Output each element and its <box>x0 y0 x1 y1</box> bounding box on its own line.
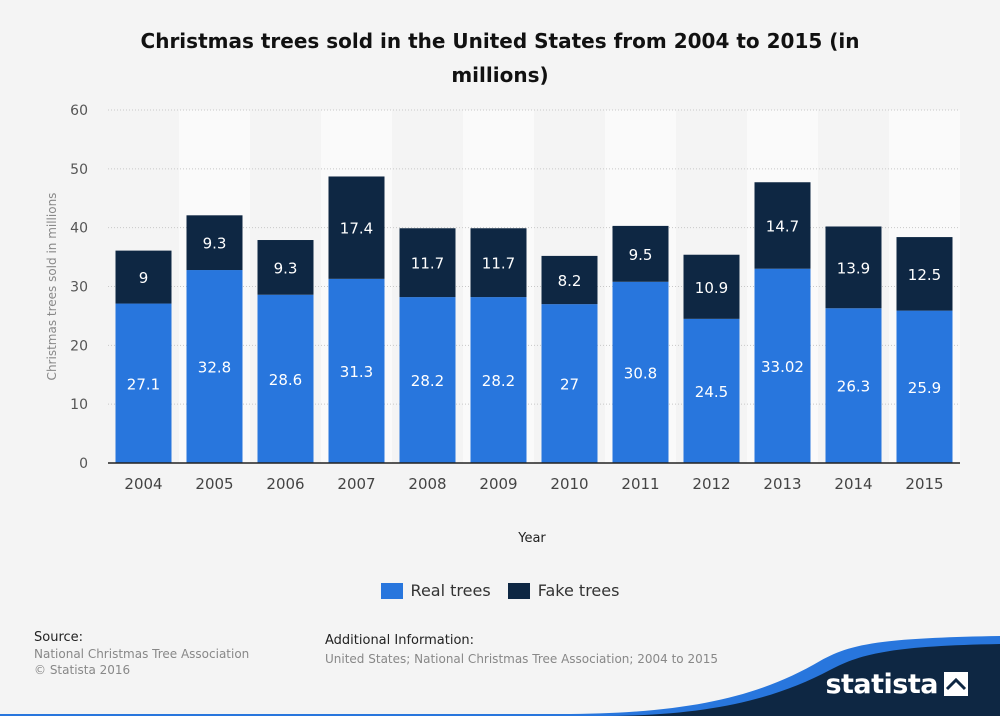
data-label: 11.7 <box>411 255 444 273</box>
bar-fake-trees-2005[interactable] <box>186 215 243 271</box>
chart-title: Christmas trees sold in the United State… <box>140 29 860 87</box>
y-tick-label: 40 <box>70 221 88 237</box>
y-tick-label: 10 <box>70 397 88 413</box>
y-tick-label: 30 <box>70 280 88 296</box>
data-label: 27 <box>560 376 579 394</box>
data-label: 13.9 <box>837 259 870 277</box>
bar-real-trees-2007[interactable] <box>328 278 385 463</box>
data-label: 30.8 <box>624 364 657 382</box>
data-label: 14.7 <box>766 217 799 235</box>
source-heading: Source: <box>34 630 84 645</box>
y-axis-label: Christmas trees sold in millions <box>45 193 59 381</box>
legend-item-real-trees[interactable]: Real trees <box>380 581 491 600</box>
bar-real-trees-2009[interactable] <box>470 297 527 463</box>
statista-logo-icon <box>944 672 968 696</box>
x-tick-label: 2009 <box>479 475 517 493</box>
x-tick-label: 2012 <box>692 475 730 493</box>
brand-band <box>0 636 1000 716</box>
data-label: 32.8 <box>198 359 231 377</box>
x-axis-label: Year <box>517 531 546 546</box>
x-tick-label: 2004 <box>124 475 162 493</box>
bar-real-trees-2008[interactable] <box>399 297 456 463</box>
bar-real-trees-2015[interactable] <box>896 310 953 463</box>
x-tick-label: 2010 <box>550 475 588 493</box>
data-label: 28.6 <box>269 371 302 389</box>
y-tick-label: 60 <box>70 103 88 119</box>
bar-real-trees-2004[interactable] <box>115 303 172 463</box>
bar-fake-trees-2007[interactable] <box>328 176 385 279</box>
data-label: 24.5 <box>695 383 728 401</box>
data-label: 10.9 <box>695 279 728 297</box>
chart-area: 0 10 20 30 40 50 60 Christmas trees sold in mil… <box>45 103 960 546</box>
data-label: 9.3 <box>203 235 227 253</box>
data-label: 27.1 <box>127 375 160 393</box>
legend-swatch-real-trees <box>380 582 403 599</box>
legend-swatch-fake-trees <box>507 582 530 599</box>
bar-fake-trees-2012[interactable] <box>683 254 740 319</box>
bar-fake-trees-2008[interactable] <box>399 228 456 298</box>
additional-info-text: United States; National Christmas Tree A… <box>325 652 719 666</box>
copyright-text: © Statista 2016 <box>34 663 131 677</box>
data-label: 28.2 <box>482 372 515 390</box>
legend-label-real-trees: Real trees <box>410 581 491 600</box>
data-label: 8.2 <box>558 272 582 290</box>
bar-real-trees-2011[interactable] <box>612 281 669 463</box>
x-tick-label: 2006 <box>266 475 304 493</box>
bar-real-trees-2014[interactable] <box>825 308 882 463</box>
y-tick-label: 50 <box>70 162 88 178</box>
bar-fake-trees-2015[interactable] <box>896 237 953 311</box>
data-label: 33.02 <box>761 358 804 376</box>
x-tick-label: 2013 <box>763 475 801 493</box>
bar-real-trees-2005[interactable] <box>186 270 243 463</box>
data-label: 11.7 <box>482 255 515 273</box>
data-label: 28.2 <box>411 372 444 390</box>
bar-real-trees-2010[interactable] <box>541 304 598 463</box>
legend-label-fake-trees: Fake trees <box>537 581 620 600</box>
data-label: 9.3 <box>274 259 298 277</box>
bar-fake-trees-2004[interactable] <box>115 250 172 304</box>
data-label: 17.4 <box>340 220 373 238</box>
source-block: Source: National Christmas Tree Associat… <box>34 630 249 678</box>
additional-info-block: Additional Information: United States; N… <box>325 632 718 668</box>
x-tick-label: 2005 <box>195 475 233 493</box>
legend: Real trees Fake trees <box>0 581 1000 603</box>
bar-real-trees-2012[interactable] <box>683 318 740 463</box>
x-tick-label: 2014 <box>834 475 872 493</box>
x-tick-label: 2007 <box>337 475 375 493</box>
data-label: 25.9 <box>908 379 941 397</box>
additional-info-heading: Additional Information: <box>325 633 475 648</box>
statista-logo-text[interactable]: statista <box>825 669 938 700</box>
data-label: 9.5 <box>629 246 653 264</box>
bar-fake-trees-2013[interactable] <box>754 182 811 269</box>
data-label: 12.5 <box>908 266 941 284</box>
y-tick-label: 20 <box>70 338 88 354</box>
bar-fake-trees-2014[interactable] <box>825 226 882 309</box>
bar-real-trees-2013[interactable] <box>754 268 811 463</box>
y-tick-label: 0 <box>79 456 88 472</box>
bar-real-trees-2006[interactable] <box>257 294 314 463</box>
x-tick-label: 2015 <box>905 475 943 493</box>
bar-fake-trees-2009[interactable] <box>470 228 527 298</box>
data-label: 9 <box>139 269 149 287</box>
bar-fake-trees-2011[interactable] <box>612 225 669 282</box>
legend-item-fake-trees[interactable]: Fake trees <box>507 581 620 600</box>
bar-fake-trees-2010[interactable] <box>541 255 598 305</box>
data-label: 26.3 <box>837 378 870 396</box>
data-label: 31.3 <box>340 363 373 381</box>
source-text[interactable]: National Christmas Tree Association <box>34 647 250 661</box>
bar-fake-trees-2006[interactable] <box>257 240 314 295</box>
x-tick-label: 2011 <box>621 475 659 493</box>
x-tick-label: 2008 <box>408 475 446 493</box>
